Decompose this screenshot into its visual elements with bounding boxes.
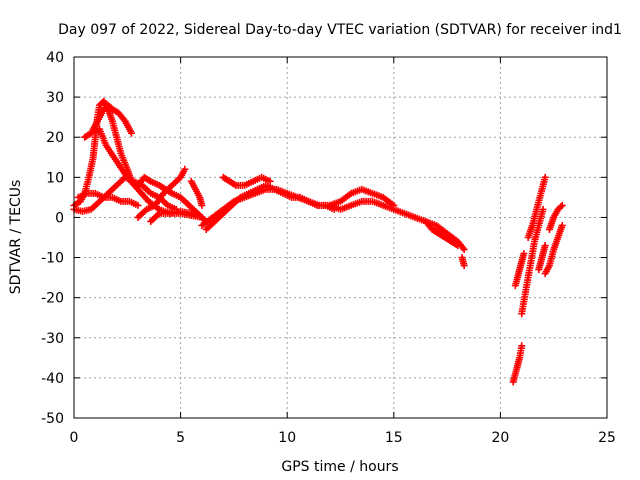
series-track-l: [326, 185, 398, 209]
data-point: [198, 213, 206, 221]
series-track-o: [509, 342, 526, 386]
y-tick-label: 0: [55, 210, 64, 226]
series-track-q: [518, 205, 547, 318]
y-tick-label: 30: [46, 90, 64, 106]
data-point: [541, 173, 549, 181]
series-track-k: [219, 173, 274, 189]
data-point: [128, 129, 136, 137]
data-point: [266, 177, 274, 185]
data-point: [539, 205, 547, 213]
y-tick-label: -30: [41, 331, 64, 347]
plot-border: [73, 56, 608, 419]
data-point: [518, 342, 526, 350]
x-tick-label: 20: [491, 430, 509, 446]
data-point: [541, 242, 549, 250]
y-tick-label: 10: [46, 170, 64, 186]
series-track-s: [535, 242, 549, 274]
x-tick-label: 10: [278, 430, 296, 446]
series-track-c: [81, 101, 136, 141]
data-point: [520, 250, 528, 258]
data-point: [460, 246, 468, 254]
series-track-m: [422, 217, 462, 250]
y-tick-label: -10: [41, 251, 64, 267]
series-track-p: [511, 250, 528, 290]
x-tick-label: 15: [385, 430, 403, 446]
data-point: [558, 201, 566, 209]
x-tick-label: 5: [176, 430, 185, 446]
y-tick-label: -20: [41, 291, 64, 307]
series-track-n: [458, 254, 468, 270]
data-point-fill: [557, 203, 565, 211]
series-track-t: [541, 221, 566, 278]
series-track-f: [134, 165, 189, 221]
data-point: [134, 201, 142, 209]
grid-lines: [74, 57, 607, 418]
data-point: [558, 221, 566, 229]
data-point: [181, 165, 189, 173]
data-points: [70, 97, 566, 386]
y-tick-label: 40: [46, 50, 64, 66]
series-track-u: [545, 201, 566, 233]
series-track-j: [202, 181, 338, 233]
data-point: [454, 242, 462, 250]
y-tick-label: -40: [41, 371, 64, 387]
data-point: [460, 262, 468, 270]
y-tick-label: 20: [46, 130, 64, 146]
series-track-e: [74, 189, 142, 209]
x-axis-label: GPS time / hours: [281, 459, 398, 475]
y-tick-label: -50: [41, 411, 64, 427]
tick-labels: 0 5 10 15 20 25 -50 -40 -30 -20 -10 0 10 20 30 40: [41, 50, 616, 446]
series-track-h: [187, 177, 206, 209]
x-tick-label: 0: [70, 430, 79, 446]
chart-title: Day 097 of 2022, Sidereal Day-to-day VTE…: [58, 22, 622, 38]
x-tick-label: 25: [598, 430, 616, 446]
series-track-r: [524, 173, 549, 241]
data-point: [198, 201, 206, 209]
data-point: [390, 201, 398, 209]
series-track-g: [147, 207, 206, 225]
y-axis-label: SDTVAR / TECUs: [8, 180, 24, 295]
